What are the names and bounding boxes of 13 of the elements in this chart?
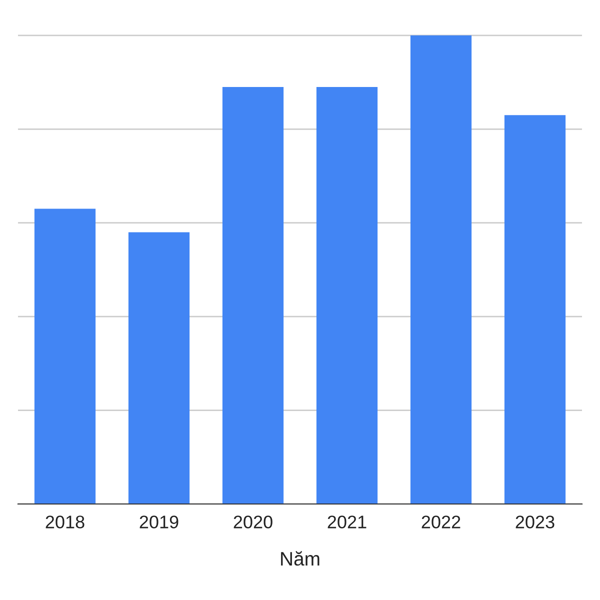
bar [504, 115, 566, 504]
x-tick-label: 2020 [234, 516, 272, 528]
x-axis-title: Năm [281, 551, 320, 566]
bar [222, 86, 284, 504]
bar [128, 232, 190, 504]
x-tick-label: 2019 [140, 516, 178, 528]
x-tick-label: 2022 [422, 516, 460, 528]
bar [316, 86, 378, 504]
x-tick-label: 2023 [516, 516, 554, 528]
x-tick-label: 2021 [328, 516, 366, 528]
x-tick-label: 2018 [46, 516, 84, 528]
bar [34, 208, 96, 504]
bar [410, 35, 472, 504]
